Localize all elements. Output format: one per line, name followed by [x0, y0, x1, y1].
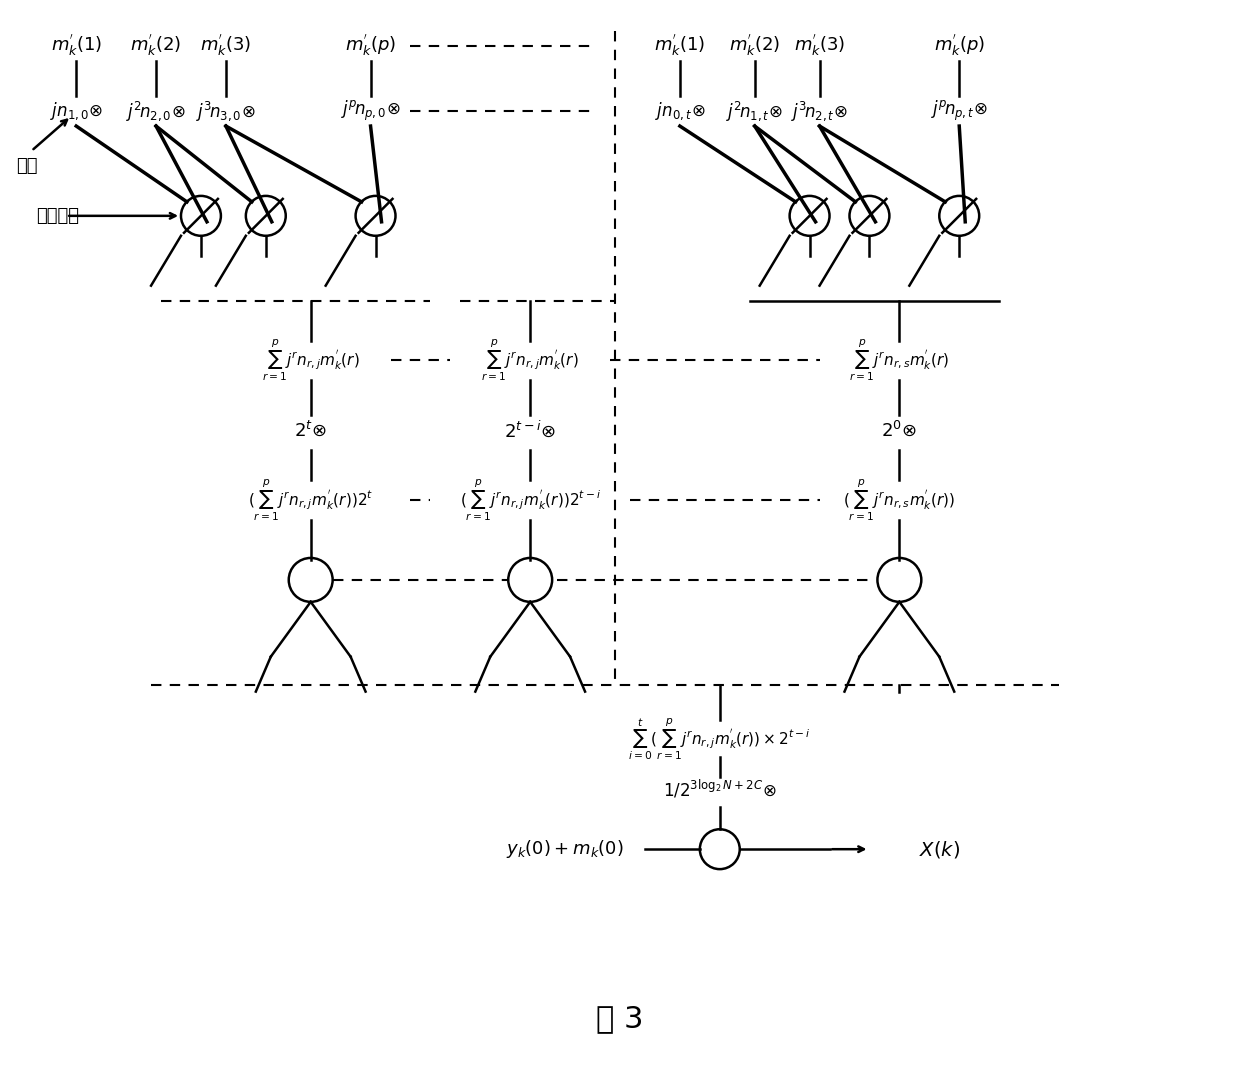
Text: $(\sum_{r=1}^{p}j^r n_{r,s}m_k^{'}(r))$: $(\sum_{r=1}^{p}j^r n_{r,s}m_k^{'}(r))$ — [843, 477, 956, 522]
Text: $j^2\!n_{1,t}\!\otimes$: $j^2\!n_{1,t}\!\otimes$ — [727, 99, 784, 123]
Text: 累加延时: 累加延时 — [36, 206, 79, 225]
Text: $(\sum_{r=1}^{p}j^r n_{r,j}m_k^{'}(r))2^{t-i}$: $(\sum_{r=1}^{p}j^r n_{r,j}m_k^{'}(r))2^… — [460, 477, 600, 522]
Text: $j^3\!n_{2,t}\!\otimes$: $j^3\!n_{2,t}\!\otimes$ — [791, 99, 848, 123]
Text: $y_k(0)+m_k(0)$: $y_k(0)+m_k(0)$ — [506, 838, 624, 860]
Text: $j^3\!n_{3,0}\!\otimes$: $j^3\!n_{3,0}\!\otimes$ — [196, 99, 255, 123]
Text: $m_k^{'}(2)$: $m_k^{'}(2)$ — [130, 33, 182, 59]
Text: $m_k^{'}(1)$: $m_k^{'}(1)$ — [51, 33, 102, 59]
Text: $m_k^{'}(3)$: $m_k^{'}(3)$ — [200, 33, 252, 59]
Text: $m_k^{'}(p)$: $m_k^{'}(p)$ — [345, 33, 396, 59]
Text: $j^p\!n_{p,t}\!\otimes$: $j^p\!n_{p,t}\!\otimes$ — [931, 99, 988, 124]
Text: $(\sum_{r=1}^{p}j^r n_{r,j}m_k^{'}(r))2^t$: $(\sum_{r=1}^{p}j^r n_{r,j}m_k^{'}(r))2^… — [248, 477, 373, 522]
Text: $\sum_{i=0}^{t}(\sum_{r=1}^{p}j^r n_{r,j}m_k^{'}(r))\times 2^{t-i}$: $\sum_{i=0}^{t}(\sum_{r=1}^{p}j^r n_{r,j… — [629, 717, 811, 762]
Text: $m_k^{'}(2)$: $m_k^{'}(2)$ — [729, 33, 780, 59]
Text: $2^t\!\otimes$: $2^t\!\otimes$ — [294, 420, 327, 440]
Text: $m_k^{'}(3)$: $m_k^{'}(3)$ — [794, 33, 846, 59]
Text: $m_k^{'}(p)$: $m_k^{'}(p)$ — [934, 33, 985, 59]
Text: $1/2^{3\log_2 N+2C}\!\otimes$: $1/2^{3\log_2 N+2C}\!\otimes$ — [663, 778, 776, 801]
Text: $jn_{0,t}\!\otimes$: $jn_{0,t}\!\otimes$ — [655, 100, 706, 121]
Text: 图 3: 图 3 — [596, 1004, 644, 1033]
Text: $j^2\!n_{2,0}\!\otimes$: $j^2\!n_{2,0}\!\otimes$ — [126, 99, 186, 123]
Text: $jn_{1,0}\!\otimes$: $jn_{1,0}\!\otimes$ — [50, 100, 103, 121]
Text: $X(k)$: $X(k)$ — [919, 838, 961, 860]
Text: $m_k^{'}(1)$: $m_k^{'}(1)$ — [655, 33, 706, 59]
Text: $\sum_{r=1}^{p}j^r n_{r,j}m_k^{'}(r)$: $\sum_{r=1}^{p}j^r n_{r,j}m_k^{'}(r)$ — [262, 338, 360, 383]
Text: $\sum_{r=1}^{p}j^r n_{r,s}m_k^{'}(r)$: $\sum_{r=1}^{p}j^r n_{r,s}m_k^{'}(r)$ — [849, 338, 950, 383]
Text: $j^p\!n_{p,0}\!\otimes$: $j^p\!n_{p,0}\!\otimes$ — [341, 99, 401, 124]
Text: 移位: 移位 — [16, 157, 38, 175]
Text: $\sum_{r=1}^{p}j^r n_{r,j}m_k^{'}(r)$: $\sum_{r=1}^{p}j^r n_{r,j}m_k^{'}(r)$ — [481, 338, 579, 383]
Text: $2^0\!\otimes$: $2^0\!\otimes$ — [882, 420, 918, 440]
Text: $2^{t-i}\!\otimes$: $2^{t-i}\!\otimes$ — [505, 420, 557, 441]
